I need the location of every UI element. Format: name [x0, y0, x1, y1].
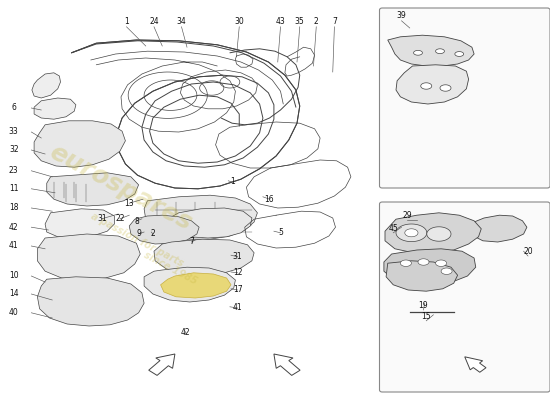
- Text: 8: 8: [134, 217, 139, 226]
- Polygon shape: [414, 50, 422, 55]
- Text: 42: 42: [181, 328, 191, 337]
- Text: 6: 6: [12, 104, 16, 112]
- Text: 19: 19: [419, 302, 428, 310]
- Polygon shape: [37, 277, 144, 326]
- Polygon shape: [436, 260, 447, 266]
- FancyBboxPatch shape: [379, 8, 550, 188]
- Text: 1: 1: [124, 18, 129, 26]
- Polygon shape: [388, 35, 474, 66]
- Text: 45: 45: [388, 224, 398, 233]
- Text: 14: 14: [9, 290, 19, 298]
- Polygon shape: [441, 268, 452, 274]
- Text: 1: 1: [230, 178, 234, 186]
- Text: 9: 9: [136, 230, 141, 238]
- Polygon shape: [384, 249, 476, 285]
- Text: 32: 32: [9, 146, 19, 154]
- Text: 31: 31: [233, 252, 243, 261]
- Polygon shape: [274, 354, 300, 375]
- Text: 7: 7: [189, 238, 194, 246]
- Text: a passion for parts: a passion for parts: [90, 211, 185, 269]
- Text: 12: 12: [233, 268, 243, 277]
- Text: 41: 41: [233, 304, 243, 312]
- Text: 22: 22: [115, 214, 125, 223]
- Polygon shape: [427, 227, 451, 241]
- Text: 40: 40: [9, 308, 19, 317]
- Text: 30: 30: [234, 18, 244, 26]
- Text: 20: 20: [523, 248, 533, 256]
- Polygon shape: [436, 49, 444, 54]
- Text: 42: 42: [9, 223, 19, 232]
- Polygon shape: [405, 229, 418, 237]
- Text: 10: 10: [9, 272, 19, 280]
- Text: 16: 16: [265, 195, 274, 204]
- Polygon shape: [154, 239, 254, 275]
- Polygon shape: [469, 215, 527, 242]
- Text: since 1985: since 1985: [142, 250, 199, 286]
- Text: 33: 33: [9, 128, 19, 136]
- Polygon shape: [34, 98, 76, 119]
- Polygon shape: [396, 65, 469, 104]
- Polygon shape: [396, 224, 427, 242]
- Polygon shape: [144, 267, 235, 302]
- Polygon shape: [400, 260, 411, 266]
- Text: 7: 7: [332, 18, 337, 26]
- Polygon shape: [34, 121, 125, 167]
- Polygon shape: [465, 357, 486, 372]
- Text: 11: 11: [9, 184, 19, 193]
- Text: 2: 2: [314, 18, 318, 26]
- Text: 18: 18: [9, 204, 19, 212]
- Text: 15: 15: [421, 312, 431, 321]
- Text: 24: 24: [149, 18, 159, 26]
- Text: 34: 34: [177, 18, 186, 26]
- Text: 23: 23: [9, 166, 19, 175]
- Polygon shape: [421, 83, 432, 89]
- Text: 41: 41: [9, 242, 19, 250]
- Polygon shape: [32, 73, 60, 98]
- Polygon shape: [148, 354, 175, 375]
- Text: 31: 31: [97, 214, 107, 223]
- Polygon shape: [144, 195, 257, 239]
- Polygon shape: [161, 273, 231, 298]
- Text: 5: 5: [278, 228, 283, 237]
- Polygon shape: [455, 52, 464, 56]
- Polygon shape: [418, 259, 429, 265]
- Polygon shape: [45, 209, 114, 238]
- Polygon shape: [47, 173, 139, 206]
- Text: 43: 43: [276, 18, 285, 26]
- Text: 35: 35: [295, 18, 305, 26]
- Polygon shape: [386, 261, 458, 291]
- Text: eurospares: eurospares: [46, 140, 196, 236]
- Text: 13: 13: [124, 199, 134, 208]
- Polygon shape: [129, 215, 199, 244]
- FancyBboxPatch shape: [379, 202, 550, 392]
- Polygon shape: [37, 234, 140, 280]
- Text: 2: 2: [151, 230, 155, 238]
- Polygon shape: [440, 85, 451, 91]
- Polygon shape: [385, 213, 481, 253]
- Text: 29: 29: [402, 212, 412, 220]
- Text: 17: 17: [233, 286, 243, 294]
- Text: 39: 39: [397, 12, 406, 20]
- Polygon shape: [169, 208, 252, 238]
